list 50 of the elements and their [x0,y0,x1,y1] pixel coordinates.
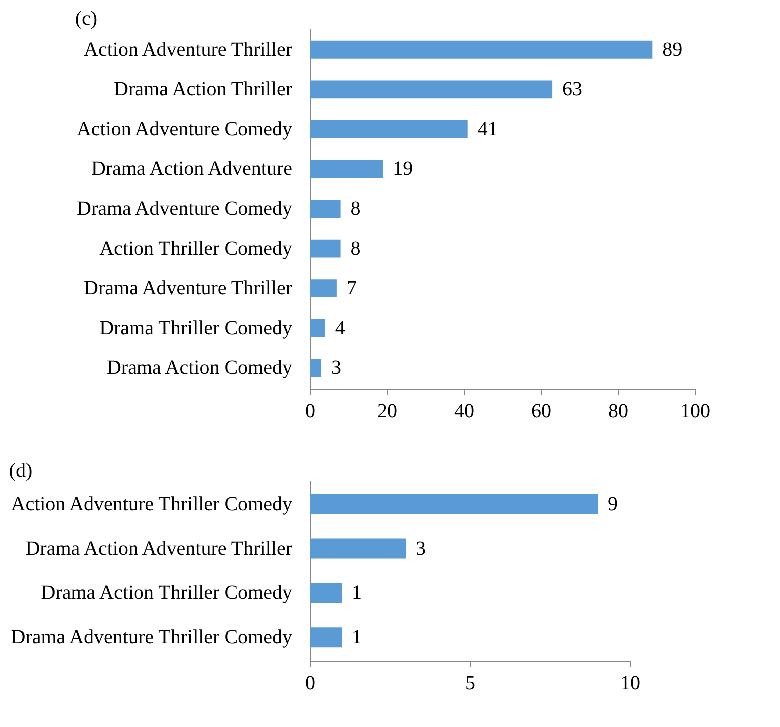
x-tick-label: 0 [306,672,316,694]
bar [310,240,341,258]
y-tick-label: Drama Action Thriller [114,78,293,101]
y-tick-label: Drama Action Thriller Comedy [41,582,292,604]
y-tick-label: Drama Action Comedy [106,357,292,380]
text: (d) [9,460,33,482]
data-label: 9 [608,493,618,516]
data-label: 3 [332,357,342,380]
data-label: 63 [562,78,583,101]
x-tick-label: 60 [532,400,552,422]
x-tick-label: 0 [306,400,316,422]
bar [310,494,598,514]
bar [310,160,384,178]
data-label: 19 [393,158,414,180]
data-label: 8 [350,198,361,220]
x-tick-label: 80 [608,400,628,422]
data-label: 7 [346,278,357,300]
data-label: 4 [335,317,346,340]
data-label: 41 [478,118,498,140]
data-label: 1 [352,626,362,649]
y-tick-label: Action Adventure Thriller Comedy [11,493,292,516]
y-tick-label: Drama Adventure Comedy [77,198,292,220]
x-tick-label: 5 [466,672,476,694]
bar [310,280,337,298]
data-label: 3 [416,538,426,560]
bar [310,200,341,218]
x-tick-label: 10 [620,672,640,694]
y-tick-label: Action Adventure Thriller [84,38,293,61]
bar [310,40,653,59]
y-tick-label: Drama Thriller Comedy [100,317,292,340]
data-label: 89 [662,38,683,61]
data-label: 8 [350,238,361,260]
y-tick-label: Drama Adventure Thriller Comedy [11,626,292,649]
bar [310,319,326,338]
bar [310,628,342,648]
y-tick-label: Action Adventure Comedy [76,118,292,140]
bar [310,120,468,138]
data-label: 1 [352,582,362,604]
x-tick-label: 40 [454,400,474,422]
text: (c) [75,8,98,30]
x-tick-label: 20 [378,400,398,422]
y-tick-label: Drama Action Adventure Thriller [26,538,293,560]
bar [310,80,553,99]
bar [310,359,322,378]
bar [310,538,406,559]
y-tick-label: Action Thriller Comedy [100,238,292,260]
y-tick-label: Drama Adventure Thriller [84,278,293,300]
bar [310,583,342,604]
x-tick-label: 100 [680,400,710,422]
y-tick-label: Drama Action Adventure [91,158,293,180]
